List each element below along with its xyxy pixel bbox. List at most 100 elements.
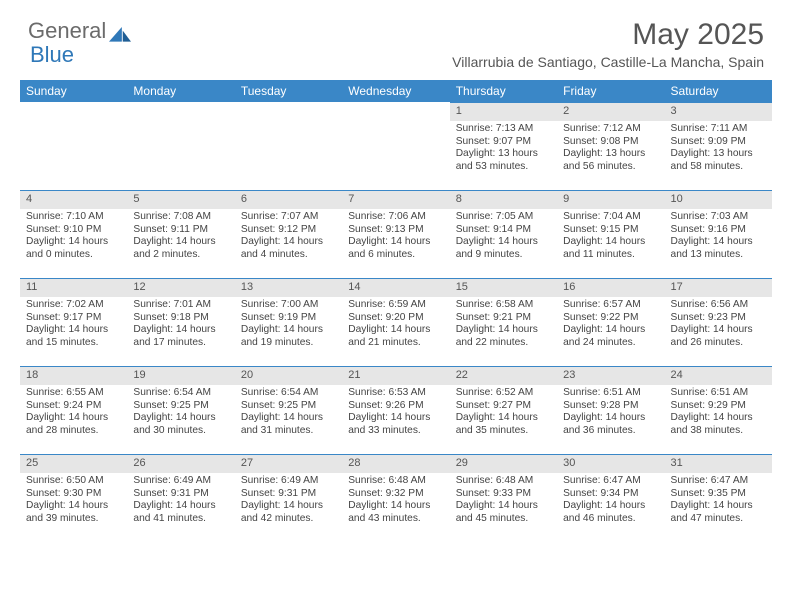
day-header: Wednesday bbox=[342, 80, 449, 102]
calendar-cell: 14Sunrise: 6:59 AMSunset: 9:20 PMDayligh… bbox=[342, 278, 449, 366]
day-detail: Sunrise: 7:12 AMSunset: 9:08 PMDaylight:… bbox=[557, 121, 664, 178]
daylight-text: Daylight: 14 hours and 15 minutes. bbox=[26, 324, 121, 350]
sunrise-text: Sunrise: 7:13 AM bbox=[456, 123, 551, 136]
day-number: 13 bbox=[235, 278, 342, 297]
sunrise-text: Sunrise: 6:50 AM bbox=[26, 475, 121, 488]
sunrise-text: Sunrise: 6:47 AM bbox=[563, 475, 658, 488]
sunrise-text: Sunrise: 7:11 AM bbox=[671, 123, 766, 136]
day-number: 7 bbox=[342, 190, 449, 209]
calendar-cell: 3Sunrise: 7:11 AMSunset: 9:09 PMDaylight… bbox=[665, 102, 772, 190]
daylight-text: Daylight: 14 hours and 47 minutes. bbox=[671, 500, 766, 526]
sunset-text: Sunset: 9:10 PM bbox=[26, 224, 121, 237]
daylight-text: Daylight: 14 hours and 45 minutes. bbox=[456, 500, 551, 526]
month-title: May 2025 bbox=[452, 18, 764, 52]
day-header: Monday bbox=[127, 80, 234, 102]
logo-text-blue: Blue bbox=[30, 42, 74, 68]
day-detail: Sunrise: 6:47 AMSunset: 9:35 PMDaylight:… bbox=[665, 473, 772, 530]
day-detail: Sunrise: 7:00 AMSunset: 9:19 PMDaylight:… bbox=[235, 297, 342, 354]
sunrise-text: Sunrise: 7:04 AM bbox=[563, 211, 658, 224]
day-detail: Sunrise: 7:06 AMSunset: 9:13 PMDaylight:… bbox=[342, 209, 449, 266]
calendar-cell: 11Sunrise: 7:02 AMSunset: 9:17 PMDayligh… bbox=[20, 278, 127, 366]
daylight-text: Daylight: 14 hours and 43 minutes. bbox=[348, 500, 443, 526]
sunrise-text: Sunrise: 6:56 AM bbox=[671, 299, 766, 312]
sunrise-text: Sunrise: 6:49 AM bbox=[133, 475, 228, 488]
calendar-week: 25Sunrise: 6:50 AMSunset: 9:30 PMDayligh… bbox=[20, 454, 772, 542]
day-detail: Sunrise: 6:49 AMSunset: 9:31 PMDaylight:… bbox=[127, 473, 234, 530]
daylight-text: Daylight: 14 hours and 41 minutes. bbox=[133, 500, 228, 526]
day-number: 28 bbox=[342, 454, 449, 473]
day-number: 12 bbox=[127, 278, 234, 297]
calendar-cell: 18Sunrise: 6:55 AMSunset: 9:24 PMDayligh… bbox=[20, 366, 127, 454]
calendar-cell: 13Sunrise: 7:00 AMSunset: 9:19 PMDayligh… bbox=[235, 278, 342, 366]
sunrise-text: Sunrise: 6:54 AM bbox=[133, 387, 228, 400]
calendar-cell: 21Sunrise: 6:53 AMSunset: 9:26 PMDayligh… bbox=[342, 366, 449, 454]
day-detail: Sunrise: 6:59 AMSunset: 9:20 PMDaylight:… bbox=[342, 297, 449, 354]
day-number: 24 bbox=[665, 366, 772, 385]
sunrise-text: Sunrise: 6:49 AM bbox=[241, 475, 336, 488]
sunset-text: Sunset: 9:07 PM bbox=[456, 136, 551, 149]
calendar-week: 11Sunrise: 7:02 AMSunset: 9:17 PMDayligh… bbox=[20, 278, 772, 366]
day-detail: Sunrise: 7:03 AMSunset: 9:16 PMDaylight:… bbox=[665, 209, 772, 266]
sunset-text: Sunset: 9:23 PM bbox=[671, 312, 766, 325]
calendar-cell bbox=[127, 102, 234, 190]
calendar-header-row: SundayMondayTuesdayWednesdayThursdayFrid… bbox=[20, 80, 772, 102]
daylight-text: Daylight: 14 hours and 38 minutes. bbox=[671, 412, 766, 438]
daylight-text: Daylight: 14 hours and 46 minutes. bbox=[563, 500, 658, 526]
sunset-text: Sunset: 9:33 PM bbox=[456, 488, 551, 501]
daylight-text: Daylight: 14 hours and 21 minutes. bbox=[348, 324, 443, 350]
sunrise-text: Sunrise: 7:08 AM bbox=[133, 211, 228, 224]
daylight-text: Daylight: 14 hours and 11 minutes. bbox=[563, 236, 658, 262]
day-number: 26 bbox=[127, 454, 234, 473]
sunset-text: Sunset: 9:28 PM bbox=[563, 400, 658, 413]
day-number: 17 bbox=[665, 278, 772, 297]
day-number: 1 bbox=[450, 102, 557, 121]
sunrise-text: Sunrise: 6:48 AM bbox=[456, 475, 551, 488]
calendar-cell: 5Sunrise: 7:08 AMSunset: 9:11 PMDaylight… bbox=[127, 190, 234, 278]
day-number: 27 bbox=[235, 454, 342, 473]
sunset-text: Sunset: 9:24 PM bbox=[26, 400, 121, 413]
calendar-cell: 24Sunrise: 6:51 AMSunset: 9:29 PMDayligh… bbox=[665, 366, 772, 454]
sunset-text: Sunset: 9:09 PM bbox=[671, 136, 766, 149]
day-number: 6 bbox=[235, 190, 342, 209]
sunset-text: Sunset: 9:31 PM bbox=[241, 488, 336, 501]
sunrise-text: Sunrise: 6:51 AM bbox=[563, 387, 658, 400]
title-block: May 2025 Villarrubia de Santiago, Castil… bbox=[452, 18, 764, 70]
day-detail: Sunrise: 7:08 AMSunset: 9:11 PMDaylight:… bbox=[127, 209, 234, 266]
day-detail: Sunrise: 6:49 AMSunset: 9:31 PMDaylight:… bbox=[235, 473, 342, 530]
sunrise-text: Sunrise: 6:59 AM bbox=[348, 299, 443, 312]
sunrise-text: Sunrise: 6:58 AM bbox=[456, 299, 551, 312]
sunrise-text: Sunrise: 6:48 AM bbox=[348, 475, 443, 488]
sunrise-text: Sunrise: 6:54 AM bbox=[241, 387, 336, 400]
day-header: Saturday bbox=[665, 80, 772, 102]
calendar-cell: 15Sunrise: 6:58 AMSunset: 9:21 PMDayligh… bbox=[450, 278, 557, 366]
daylight-text: Daylight: 14 hours and 13 minutes. bbox=[671, 236, 766, 262]
day-detail: Sunrise: 6:58 AMSunset: 9:21 PMDaylight:… bbox=[450, 297, 557, 354]
logo: General bbox=[28, 18, 133, 44]
daylight-text: Daylight: 14 hours and 4 minutes. bbox=[241, 236, 336, 262]
daylight-text: Daylight: 14 hours and 0 minutes. bbox=[26, 236, 121, 262]
sunset-text: Sunset: 9:31 PM bbox=[133, 488, 228, 501]
sunrise-text: Sunrise: 7:07 AM bbox=[241, 211, 336, 224]
daylight-text: Daylight: 14 hours and 24 minutes. bbox=[563, 324, 658, 350]
sunset-text: Sunset: 9:14 PM bbox=[456, 224, 551, 237]
day-detail: Sunrise: 7:01 AMSunset: 9:18 PMDaylight:… bbox=[127, 297, 234, 354]
sunrise-text: Sunrise: 6:57 AM bbox=[563, 299, 658, 312]
day-detail: Sunrise: 6:50 AMSunset: 9:30 PMDaylight:… bbox=[20, 473, 127, 530]
calendar-body: 1 Sunrise: 7:13 AMSunset: 9:07 PM Daylight… bbox=[20, 102, 772, 542]
day-number: 9 bbox=[557, 190, 664, 209]
sunset-text: Sunset: 9:12 PM bbox=[241, 224, 336, 237]
calendar-cell: 16Sunrise: 6:57 AMSunset: 9:22 PMDayligh… bbox=[557, 278, 664, 366]
day-detail: Sunrise: 6:55 AMSunset: 9:24 PMDaylight:… bbox=[20, 385, 127, 442]
calendar-cell: 29Sunrise: 6:48 AMSunset: 9:33 PMDayligh… bbox=[450, 454, 557, 542]
daylight-text: Daylight: 14 hours and 30 minutes. bbox=[133, 412, 228, 438]
daylight-text: Daylight: 13 hours and 56 minutes. bbox=[563, 148, 658, 174]
calendar-week: 18Sunrise: 6:55 AMSunset: 9:24 PMDayligh… bbox=[20, 366, 772, 454]
calendar-cell: 20Sunrise: 6:54 AMSunset: 9:25 PMDayligh… bbox=[235, 366, 342, 454]
day-header: Tuesday bbox=[235, 80, 342, 102]
sunrise-text: Sunrise: 6:55 AM bbox=[26, 387, 121, 400]
calendar-cell: 30Sunrise: 6:47 AMSunset: 9:34 PMDayligh… bbox=[557, 454, 664, 542]
calendar-cell: 27Sunrise: 6:49 AMSunset: 9:31 PMDayligh… bbox=[235, 454, 342, 542]
day-number: 3 bbox=[665, 102, 772, 121]
day-detail: Sunrise: 6:48 AMSunset: 9:33 PMDaylight:… bbox=[450, 473, 557, 530]
daylight-text: Daylight: 14 hours and 19 minutes. bbox=[241, 324, 336, 350]
